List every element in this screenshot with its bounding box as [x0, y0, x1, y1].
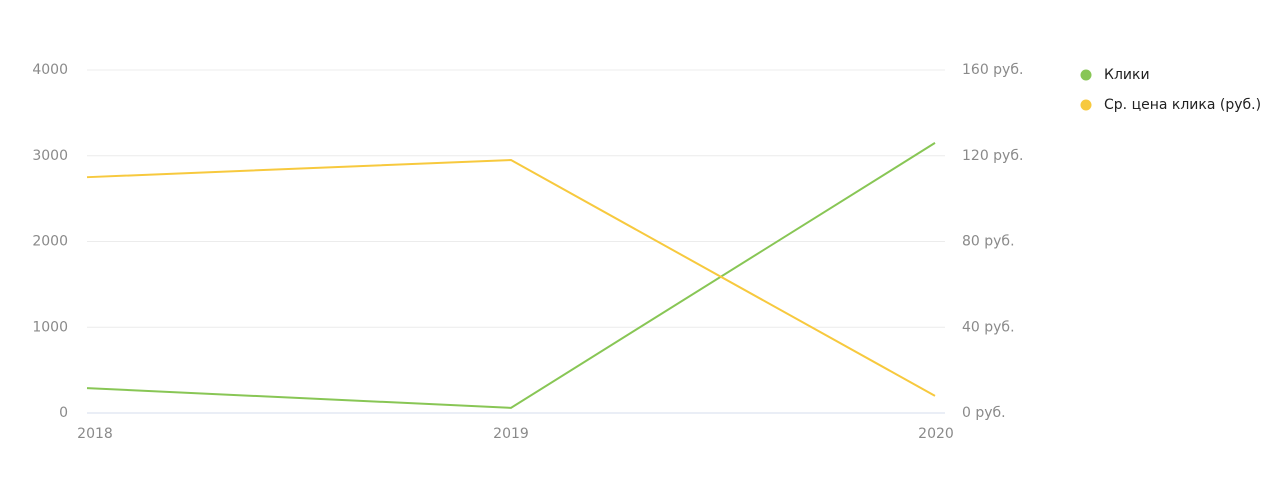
- y-tick-label: 4000: [32, 62, 68, 78]
- legend-marker: [1080, 69, 1092, 81]
- series-line: [86, 159, 936, 397]
- x-tick-label: 2020: [918, 426, 954, 442]
- y2-tick-label: 160 руб.: [962, 62, 1023, 78]
- legend-marker: [1080, 99, 1092, 111]
- y2-tick-label: 120 руб.: [962, 148, 1023, 164]
- y-tick-label: 0: [59, 405, 68, 421]
- legend-label: Ср. цена клика (руб.): [1104, 97, 1261, 113]
- y2-tick-label: 0 руб.: [962, 405, 1006, 421]
- x-tick-label: 2018: [77, 426, 113, 442]
- y-tick-label: 1000: [32, 319, 68, 335]
- y2-tick-label: 40 руб.: [962, 319, 1015, 335]
- y2-tick-label: 80 руб.: [962, 234, 1015, 250]
- x-tick-label: 2019: [493, 426, 529, 442]
- legend-label: Клики: [1104, 67, 1150, 83]
- series-line: [86, 142, 936, 409]
- y-tick-label: 2000: [32, 234, 68, 250]
- y-tick-label: 3000: [32, 148, 68, 164]
